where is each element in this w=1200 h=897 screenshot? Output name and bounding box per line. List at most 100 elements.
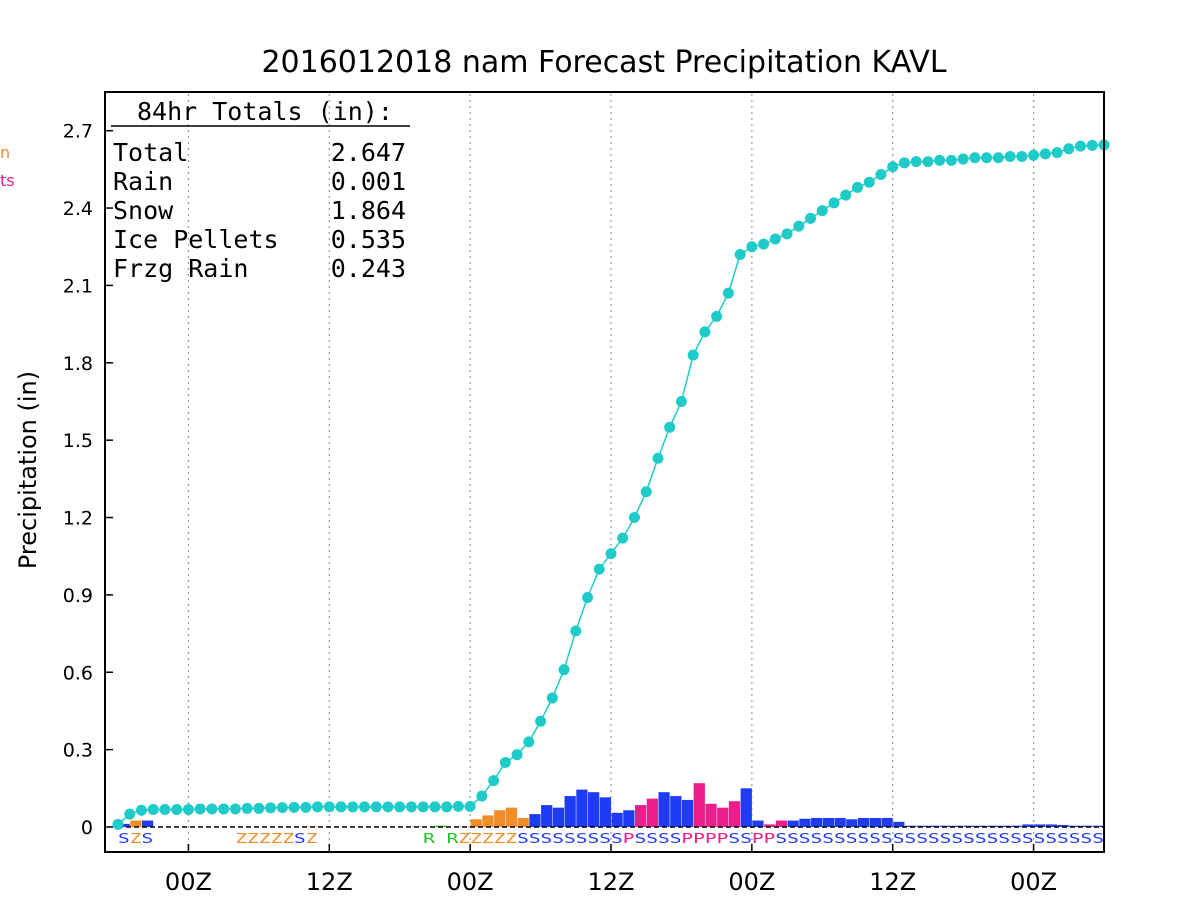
- accumulated-point: [969, 152, 981, 164]
- accumulated-point: [288, 801, 300, 813]
- accumulated-point: [147, 803, 159, 815]
- hourly-bar: [893, 821, 905, 827]
- accumulated-point: [722, 287, 734, 299]
- edge-label: ts: [0, 171, 15, 190]
- accumulated-point: [1028, 149, 1040, 161]
- accumulated-point: [1051, 147, 1063, 159]
- accumulated-point: [1063, 143, 1075, 155]
- hourly-bar: [717, 807, 729, 827]
- hourly-bar: [1057, 824, 1069, 827]
- accumulated-point: [276, 802, 288, 814]
- accumulated-point: [206, 803, 218, 815]
- accumulated-point: [1039, 148, 1051, 160]
- y-tick-label: 1.5: [63, 430, 93, 452]
- accumulated-point: [112, 818, 124, 830]
- accumulated-point: [253, 802, 265, 814]
- hourly-bar: [775, 820, 788, 827]
- accumulated-point: [335, 801, 347, 813]
- hourly-bar: [1034, 824, 1046, 827]
- hourly-bar: [975, 825, 987, 827]
- hourly-bar: [130, 820, 142, 827]
- accumulated-point: [957, 153, 969, 165]
- accumulated-point: [499, 757, 511, 769]
- y-tick-label: 0.6: [63, 662, 93, 684]
- accumulated-point: [675, 395, 687, 407]
- hourly-bar: [505, 807, 518, 827]
- totals-row-label: Frzg Rain: [113, 254, 248, 283]
- totals-row-value: 2.647: [331, 138, 406, 167]
- accumulated-point: [664, 421, 676, 433]
- accumulated-point: [945, 154, 957, 166]
- hourly-bar: [752, 820, 764, 827]
- accumulated-point: [535, 715, 547, 727]
- hourly-bar: [998, 825, 1011, 827]
- totals-row-value: 0.535: [331, 225, 406, 254]
- accumulated-point: [229, 803, 241, 815]
- hourly-bar: [634, 805, 647, 827]
- hourly-bar: [858, 817, 870, 827]
- accumulated-point: [441, 801, 453, 813]
- y-tick-label: 1.2: [63, 508, 93, 530]
- hourly-bar: [470, 819, 482, 827]
- ptype-code: PPPP: [681, 832, 728, 847]
- accumulated-point: [429, 801, 441, 813]
- accumulated-point: [863, 176, 875, 188]
- totals-row-label: Rain: [113, 167, 173, 196]
- accumulated-point: [769, 233, 781, 245]
- x-tick-label: 00Z: [165, 868, 212, 896]
- accumulated-point: [1004, 150, 1016, 162]
- hourly-bars: [118, 783, 1104, 828]
- accumulated-point: [194, 803, 206, 815]
- accumulated-point: [687, 349, 699, 361]
- accumulated-point: [746, 241, 758, 253]
- accumulated-point: [781, 228, 793, 240]
- x-tick-label: 00Z: [1010, 868, 1057, 896]
- ptype-code: ZZZZZ: [235, 832, 294, 847]
- x-tick-label: 12Z: [306, 868, 353, 896]
- hourly-bar: [740, 788, 752, 827]
- accumulated-point: [241, 802, 253, 814]
- x-tick-label: 12Z: [869, 868, 916, 896]
- totals-row-value: 1.864: [331, 196, 406, 225]
- hourly-bar: [576, 789, 588, 827]
- hourly-bar: [834, 817, 846, 827]
- accumulated-point: [910, 156, 922, 168]
- accumulated-point: [1086, 139, 1098, 151]
- ptype-code: SSSS: [634, 832, 681, 847]
- accumulated-point: [898, 157, 910, 169]
- hourly-bar: [541, 805, 553, 827]
- hourly-bar: [517, 817, 529, 827]
- accumulated-point: [405, 801, 417, 813]
- accumulated-point: [218, 803, 230, 815]
- accumulated-point: [394, 801, 406, 813]
- totals-row-value: 0.001: [331, 167, 406, 196]
- accumulated-point: [758, 238, 770, 250]
- accumulated-series: [112, 139, 1110, 830]
- accumulated-point: [265, 802, 277, 814]
- totals-heading: 84hr Totals (in):: [137, 97, 393, 126]
- y-tick-label: 1.8: [63, 353, 93, 375]
- accumulated-point: [1016, 150, 1028, 162]
- hourly-bar: [681, 799, 694, 827]
- accumulated-point: [323, 801, 335, 813]
- accumulated-point: [182, 803, 194, 815]
- totals-row-value: 0.243: [331, 254, 406, 283]
- hourly-bar: [1045, 824, 1058, 827]
- hourly-bar: [869, 817, 881, 827]
- hourly-bar: [646, 798, 658, 827]
- hourly-bar: [728, 801, 741, 827]
- accumulated-point: [992, 152, 1004, 164]
- accumulated-point: [593, 563, 605, 575]
- hourly-bar: [764, 824, 776, 827]
- hourly-bar: [787, 820, 799, 827]
- accumulated-point: [816, 205, 828, 217]
- accumulated-point: [840, 189, 852, 201]
- hourly-bar: [623, 810, 635, 827]
- ptype-code: P: [623, 832, 635, 847]
- accumulated-point: [359, 801, 370, 813]
- accumulated-point: [546, 692, 558, 704]
- accumulated-point: [582, 591, 594, 603]
- y-tick-label: 0.3: [63, 740, 93, 762]
- hourly-bar: [799, 818, 811, 827]
